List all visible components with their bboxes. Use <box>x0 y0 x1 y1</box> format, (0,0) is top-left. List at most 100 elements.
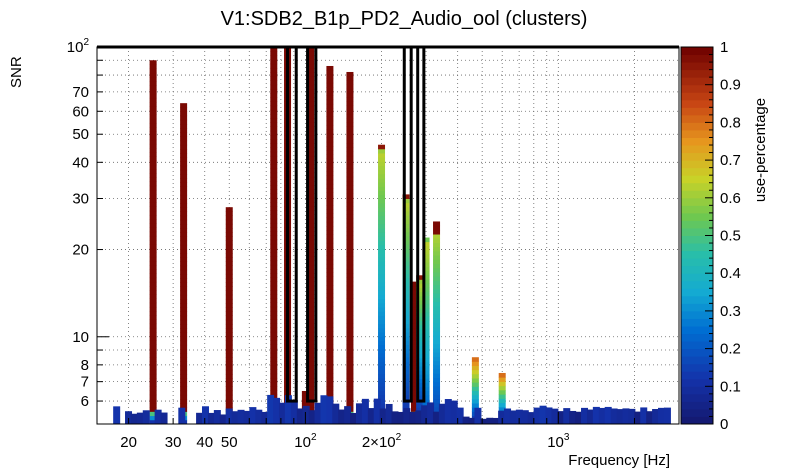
heatmap-bin <box>471 390 479 396</box>
heatmap-bin <box>307 281 315 287</box>
heatmap-bin <box>270 306 278 312</box>
heatmap-bin <box>270 386 278 391</box>
heatmap-bin <box>346 84 354 90</box>
heatmap-bin <box>270 134 278 140</box>
heatmap-bin <box>471 382 479 387</box>
heatmap-bin <box>149 189 157 195</box>
heatmap-bin <box>378 232 386 237</box>
heatmap-bin <box>338 409 346 424</box>
heatmap-bin <box>433 314 441 319</box>
heatmap-bin <box>307 101 315 107</box>
heatmap-bin <box>225 269 233 275</box>
heatmap-bin <box>498 389 506 395</box>
heatmap-bin <box>270 105 278 111</box>
y-tick-label: 40 <box>72 154 89 171</box>
heatmap-bin <box>326 365 334 370</box>
heatmap-bin <box>149 260 157 266</box>
heatmap-bin <box>270 344 278 349</box>
heatmap-bin <box>346 281 354 287</box>
heatmap-bin <box>416 386 424 392</box>
heatmap-bin <box>416 312 424 317</box>
heatmap-bin <box>402 373 410 379</box>
heatmap-bin <box>270 197 278 203</box>
heatmap-bin <box>270 151 278 157</box>
heatmap-bin <box>433 390 441 395</box>
heatmap-bin <box>326 343 334 349</box>
heatmap-bin <box>307 344 315 349</box>
color-scale-tick-label: 1 <box>720 39 728 56</box>
y-tick-label: 102 <box>67 37 90 56</box>
heatmap-bin <box>149 403 157 408</box>
color-scale: 0 0.1 0.2 0.3 0.4 0.5 0.6 0.7 0.8 0.9 1 <box>680 39 741 433</box>
y-tick-label-exponent: 2 <box>83 37 89 48</box>
heatmap-bin <box>270 189 278 195</box>
heatmap-bin <box>346 373 354 379</box>
heatmap-bin <box>149 357 157 362</box>
heatmap-bin <box>378 386 386 392</box>
heatmap-bin <box>149 127 157 132</box>
heatmap-bin <box>180 378 188 383</box>
heatmap-bin <box>149 311 157 316</box>
x-tick-label-text: 10 <box>294 434 311 451</box>
y-tick-label: 30 <box>72 191 89 208</box>
heatmap-bin <box>180 298 188 304</box>
heatmap-bin <box>346 164 354 169</box>
heatmap-bin <box>378 273 386 279</box>
heatmap-bin <box>433 335 441 341</box>
color-scale-tick-label: 0.6 <box>720 190 741 207</box>
heatmap-bin <box>422 345 430 350</box>
heatmap-bin <box>307 386 315 391</box>
heatmap-bin <box>326 331 334 336</box>
heatmap-bin <box>326 167 334 172</box>
heatmap-bin <box>471 378 479 383</box>
heatmap-bin <box>433 394 441 400</box>
heatmap-bin <box>326 352 334 358</box>
heatmap-bin <box>416 362 424 367</box>
heatmap-bin <box>378 148 386 154</box>
heatmap-bin <box>433 318 441 324</box>
heatmap-bin <box>378 248 386 254</box>
heatmap-bin <box>326 285 334 290</box>
heatmap-bin <box>410 407 418 412</box>
heatmap-bin <box>378 178 386 183</box>
heatmap-bin <box>270 164 278 169</box>
heatmap-bin <box>346 327 354 333</box>
heatmap-bin <box>416 324 424 330</box>
heatmap-bin <box>149 286 157 291</box>
heatmap-bin <box>225 253 233 258</box>
heatmap-bin <box>307 327 315 333</box>
heatmap-bin <box>326 289 334 294</box>
heatmap-bin <box>346 227 354 232</box>
heatmap-bin <box>180 278 188 283</box>
heatmap-bin <box>346 185 354 190</box>
heatmap-bin <box>416 304 424 309</box>
heatmap-bin <box>180 103 188 108</box>
heatmap-bin <box>225 261 233 266</box>
heatmap-bin <box>402 378 410 383</box>
heatmap-bin <box>378 382 386 387</box>
heatmap-bin <box>402 319 410 325</box>
heatmap-bin <box>433 255 441 260</box>
color-scale-segment <box>681 137 713 146</box>
heatmap-bin <box>416 382 424 388</box>
y-tick-label-text: 60 <box>72 103 89 120</box>
heatmap-bin <box>180 165 188 171</box>
heatmap-bin <box>180 194 188 200</box>
heatmap-bin <box>346 302 354 308</box>
heatmap-bin <box>307 310 315 316</box>
heatmap-bin <box>410 398 418 404</box>
heatmap-bin <box>149 348 157 354</box>
x-axis: 20 30 40 50 102 2×102 103 <box>120 412 635 451</box>
heatmap-bin <box>320 395 328 424</box>
heatmap-bin <box>180 132 188 137</box>
heatmap-bin <box>149 89 157 95</box>
heatmap-bin <box>180 348 188 354</box>
heatmap-bin <box>410 302 418 308</box>
heatmap-bin <box>433 280 441 286</box>
heatmap-bin <box>433 284 441 290</box>
heatmap-bin <box>149 198 157 203</box>
heatmap-bin <box>180 144 188 150</box>
heatmap-bin <box>307 181 315 186</box>
heatmap-bin <box>307 197 315 203</box>
